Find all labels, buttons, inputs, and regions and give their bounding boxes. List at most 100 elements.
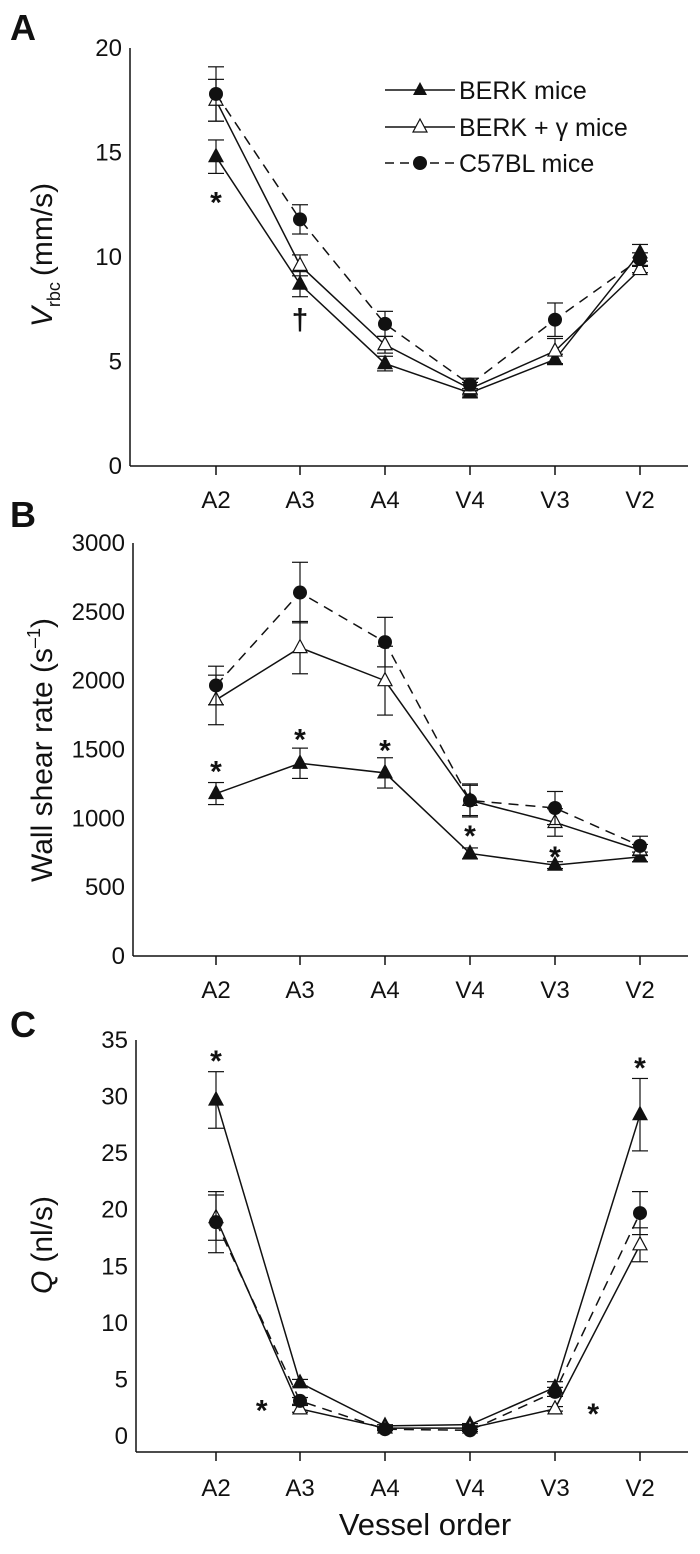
data-point [376, 671, 394, 687]
x-tick-label: A3 [285, 977, 314, 1004]
x-axis-label: Vessel order [339, 1507, 511, 1542]
x-tick-label: V2 [625, 977, 654, 1004]
x-tick-label: A4 [370, 977, 399, 1004]
data-point [548, 1384, 562, 1399]
y-label-close: ) [26, 618, 59, 628]
y-tick-label: 1000 [72, 805, 125, 832]
data-point [378, 635, 392, 650]
legend-label: BERK mice [459, 77, 587, 105]
y-tick-label: 10 [95, 244, 122, 271]
panel-a: A Vrbc (mm/s) BERK mice BERK + γ mice C57… [10, 7, 688, 514]
x-tick-label: V3 [540, 1475, 569, 1502]
series-line [215, 1212, 641, 1432]
significance-marker: * [549, 841, 561, 874]
significance-marker: † [292, 304, 309, 337]
data-point [291, 274, 309, 290]
data-point [546, 1399, 564, 1415]
y-tick-label: 0 [109, 453, 122, 480]
y-tick-label: 35 [101, 1027, 128, 1054]
y-tick-label: 2500 [72, 599, 125, 626]
filled-circle-icon [413, 156, 427, 170]
data-point [207, 147, 225, 163]
x-tick-label: V4 [455, 1475, 484, 1502]
series-berk-mice [207, 1194, 649, 1434]
data-point [291, 754, 309, 769]
series-berk-mice [207, 139, 649, 399]
y-tick-label: 25 [101, 1140, 128, 1167]
y-axis-label-a: Vrbc (mm/s) [26, 183, 64, 327]
x-tick-label: V3 [540, 487, 569, 514]
data-point [378, 316, 392, 331]
x-tick-label: A4 [370, 1475, 399, 1502]
data-point [631, 1105, 649, 1121]
significance-marker: * [210, 755, 222, 788]
y-label-sub: rbc [44, 282, 64, 307]
data-point [633, 1206, 647, 1221]
filled-triangle-icon [413, 82, 427, 95]
legend-item-c57bl: C57BL mice [385, 150, 594, 178]
y-tick-label: 10 [101, 1310, 128, 1337]
y-axis-label-b: Wall shear rate (s–1) [24, 618, 59, 882]
x-tick-label: V4 [455, 487, 484, 514]
panel-label-a: A [10, 7, 36, 48]
data-point [291, 256, 309, 271]
series-line [215, 762, 641, 866]
series-line [215, 99, 641, 390]
data-point [209, 1215, 223, 1230]
data-point [633, 252, 647, 267]
data-point [291, 1373, 309, 1389]
y-tick-label: 500 [85, 874, 125, 901]
legend-label: BERK + γ mice [459, 114, 628, 142]
data-point [207, 784, 225, 800]
data-point [546, 855, 564, 871]
x-tick-label: V3 [540, 977, 569, 1004]
series-line [215, 156, 641, 394]
series-c57bl-mice [208, 1191, 648, 1438]
series-line [215, 1217, 641, 1429]
panel-label-b: B [10, 494, 36, 535]
data-point [461, 844, 479, 860]
x-tick-label: A2 [201, 977, 230, 1004]
data-point [209, 678, 223, 693]
y-tick-label: 2000 [72, 668, 125, 695]
significance-marker: * [379, 735, 391, 768]
series-c57bl-mice [208, 561, 648, 857]
data-point [378, 1422, 392, 1437]
series-c57bl-mice [208, 66, 648, 392]
data-point [293, 1393, 307, 1408]
y-tick-label: 1500 [72, 737, 125, 764]
significance-marker: * [464, 820, 476, 853]
y-tick-label: 0 [115, 1423, 128, 1450]
panel-c: C Q (nl/s) Vessel order 0 5 10 15 20 25 30 35 A2 A… [10, 1004, 688, 1542]
x-tick-label: A2 [201, 1475, 230, 1502]
series-line [215, 1099, 641, 1427]
series-berk-mice [207, 1071, 649, 1432]
y-tick-label: 5 [115, 1366, 128, 1393]
data-point [207, 1090, 225, 1106]
data-point [546, 341, 564, 357]
legend-label: C57BL mice [459, 150, 594, 178]
y-tick-label: 0 [112, 943, 125, 970]
x-tick-label: V4 [455, 977, 484, 1004]
significance-marker: * [634, 1052, 646, 1085]
y-axis-label-c: Q (nl/s) [26, 1196, 59, 1294]
open-triangle-icon [411, 117, 429, 133]
significance-marker: * [256, 1395, 268, 1428]
y-label-main: Q [26, 1271, 59, 1294]
data-point [463, 377, 477, 392]
data-point [631, 260, 649, 276]
series-line [215, 646, 641, 851]
y-tick-label: 30 [101, 1084, 128, 1111]
data-point [376, 763, 394, 779]
data-point [376, 335, 394, 351]
y-label-sup: –1 [24, 628, 44, 648]
series-berk-mice [207, 747, 649, 871]
panel-label-c: C [10, 1004, 36, 1045]
y-label-unit: (mm/s) [26, 183, 59, 276]
significance-marker: * [210, 186, 222, 219]
data-point [463, 793, 477, 808]
data-point [548, 801, 562, 816]
significance-marker: * [294, 724, 306, 757]
y-tick-label: 15 [101, 1253, 128, 1280]
legend-item-berk: BERK mice [385, 77, 587, 105]
